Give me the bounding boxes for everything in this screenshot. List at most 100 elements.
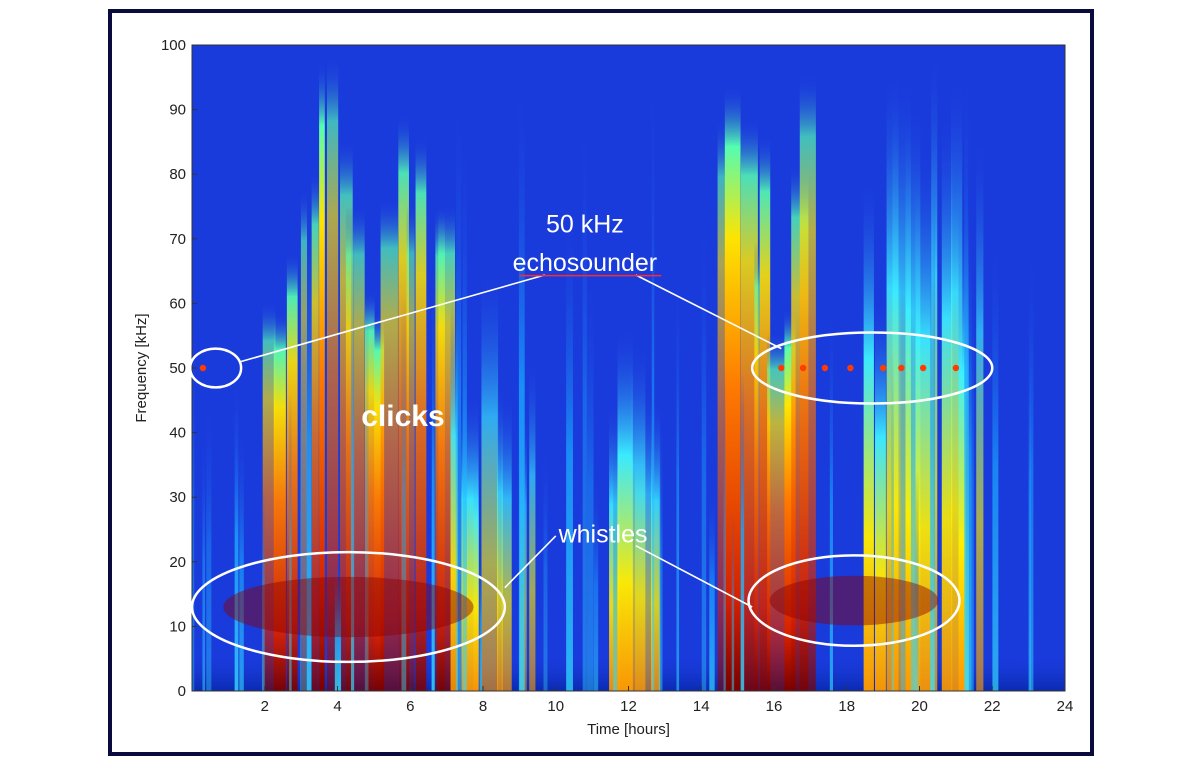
faint-streak (306, 187, 312, 691)
faint-streak (334, 560, 342, 691)
annotation-ellipse (750, 331, 994, 405)
faint-streak (910, 177, 916, 691)
faint-streak (930, 173, 936, 691)
click-streak (497, 385, 503, 691)
faint-streak (234, 379, 239, 691)
faint-streak (192, 310, 195, 691)
click-streak (635, 387, 653, 691)
echosounder-leader (635, 274, 782, 350)
faint-streak (914, 469, 919, 691)
annotation-label: clicks (361, 400, 444, 433)
click-streak (759, 136, 771, 691)
echosounder-hit (919, 364, 927, 372)
faint-streak (891, 348, 894, 691)
whistle-energy (769, 575, 939, 626)
x-tick-label: 8 (479, 698, 487, 715)
faint-streak (676, 268, 680, 691)
echosounder-hit (821, 364, 829, 372)
faint-streak (829, 307, 833, 691)
click-streak (286, 253, 298, 691)
x-axis-label: Time [hours] (587, 721, 670, 738)
echosounder-hit (847, 364, 854, 372)
faint-streak (239, 429, 244, 691)
echosounder-hit (199, 364, 207, 372)
x-tick-label: 6 (406, 698, 414, 715)
annotation-label: 50 kHz (546, 210, 624, 238)
y-tick-label: 40 (169, 425, 186, 442)
x-tick-label: 2 (261, 698, 269, 715)
y-axis-label: Frequency [kHz] (133, 313, 150, 422)
click-streak (767, 333, 786, 691)
y-tick-label: 0 (178, 683, 186, 700)
whistles-leader (504, 535, 557, 589)
click-streak (799, 75, 816, 691)
faint-streak (587, 275, 594, 691)
whistle-energy (223, 576, 474, 638)
click-streak (319, 62, 325, 691)
faint-streak (206, 401, 212, 691)
click-streak (650, 399, 661, 691)
echosounder-hit (778, 364, 785, 372)
click-streak (863, 178, 874, 691)
click-streak (617, 328, 633, 691)
faint-streak (709, 487, 715, 691)
whistles-leader (635, 544, 753, 608)
y-tick-label: 100 (161, 37, 186, 54)
click-streak (951, 79, 963, 691)
click-streak (784, 309, 796, 691)
x-tick-label: 12 (620, 698, 637, 715)
x-tick-label: 16 (766, 698, 783, 715)
echosounder-hit (898, 364, 905, 372)
y-tick-label: 30 (169, 489, 186, 506)
plot-area (192, 45, 1065, 691)
click-streak (262, 302, 276, 691)
faint-streak (964, 71, 969, 691)
faint-streak (202, 435, 206, 691)
click-streak (473, 425, 479, 691)
faint-streak (593, 480, 599, 691)
faint-streak (456, 92, 462, 691)
faint-streak (299, 185, 307, 691)
click-streak (941, 117, 953, 691)
x-tick-label: 22 (984, 698, 1001, 715)
y-tick-label: 70 (169, 231, 186, 248)
y-tick-label: 10 (169, 618, 186, 635)
y-tick-label: 60 (169, 295, 186, 312)
click-streak (481, 270, 499, 691)
faint-streak (701, 220, 707, 691)
click-streak (529, 360, 536, 691)
click-streak (450, 298, 458, 691)
faint-streak (479, 547, 482, 691)
click-streak (311, 172, 319, 691)
click-streak (976, 138, 984, 691)
faint-streak (723, 363, 726, 691)
click-streak (740, 118, 758, 691)
faint-streak (1029, 246, 1034, 691)
faint-streak (971, 268, 974, 691)
x-tick-label: 20 (911, 698, 928, 715)
echosounder-hit (879, 364, 887, 372)
x-tick-label: 24 (1057, 698, 1074, 715)
faint-streak (289, 392, 292, 691)
annotation-ellipse (190, 550, 507, 664)
x-tick-label: 18 (838, 698, 855, 715)
click-streak (273, 312, 286, 691)
faint-streak (613, 432, 618, 691)
click-streak (364, 291, 375, 691)
click-streak (724, 86, 741, 691)
faint-streak (651, 74, 655, 691)
click-streak (406, 204, 415, 691)
x-tick-label: 14 (693, 698, 710, 715)
y-tick-label: 80 (169, 166, 186, 183)
click-streak (875, 300, 886, 691)
click-streak (326, 57, 339, 691)
echosounder-hit (799, 364, 807, 372)
annotation-label: echosounder (513, 249, 658, 277)
x-tick-label: 4 (333, 698, 341, 715)
faint-streak (566, 215, 573, 691)
faint-streak (462, 139, 467, 691)
echosounder-leader (240, 274, 546, 363)
click-streak (717, 119, 726, 691)
